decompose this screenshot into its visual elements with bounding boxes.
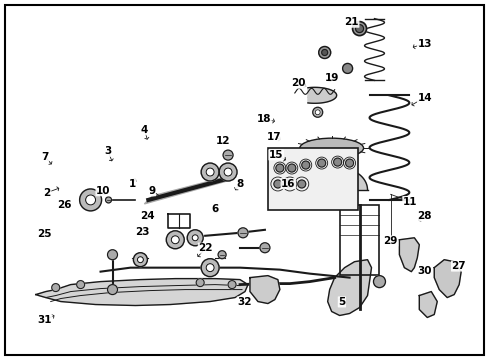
Circle shape bbox=[297, 180, 305, 188]
Text: 14: 14 bbox=[417, 93, 431, 103]
Text: 5: 5 bbox=[338, 297, 345, 307]
Text: 16: 16 bbox=[281, 179, 295, 189]
Circle shape bbox=[218, 251, 225, 259]
Circle shape bbox=[77, 280, 84, 289]
Circle shape bbox=[187, 230, 203, 246]
Text: 21: 21 bbox=[344, 17, 358, 27]
Polygon shape bbox=[307, 87, 336, 103]
Text: 13: 13 bbox=[417, 39, 431, 49]
Circle shape bbox=[275, 164, 283, 172]
Circle shape bbox=[196, 279, 203, 287]
Circle shape bbox=[285, 180, 293, 188]
Circle shape bbox=[342, 63, 352, 73]
Circle shape bbox=[312, 107, 322, 117]
Text: 20: 20 bbox=[290, 78, 305, 88]
Circle shape bbox=[317, 159, 325, 167]
Circle shape bbox=[166, 231, 184, 249]
Circle shape bbox=[224, 168, 232, 176]
Text: 6: 6 bbox=[211, 204, 219, 214]
Circle shape bbox=[318, 46, 330, 58]
Circle shape bbox=[201, 163, 219, 181]
Circle shape bbox=[107, 250, 117, 260]
Text: 30: 30 bbox=[417, 266, 431, 276]
Bar bbox=[339, 205, 379, 275]
Polygon shape bbox=[249, 276, 279, 303]
Text: 11: 11 bbox=[402, 197, 417, 207]
Circle shape bbox=[206, 168, 214, 176]
Text: 24: 24 bbox=[140, 211, 154, 221]
Circle shape bbox=[223, 150, 233, 160]
Circle shape bbox=[201, 259, 219, 276]
Text: 29: 29 bbox=[383, 236, 397, 246]
Text: 9: 9 bbox=[148, 186, 155, 196]
Polygon shape bbox=[419, 292, 436, 318]
Ellipse shape bbox=[299, 138, 363, 158]
Text: 7: 7 bbox=[41, 152, 48, 162]
Text: 15: 15 bbox=[268, 150, 283, 160]
Circle shape bbox=[352, 22, 366, 36]
Text: 10: 10 bbox=[96, 186, 110, 196]
Text: 1: 1 bbox=[128, 179, 136, 189]
Polygon shape bbox=[399, 238, 419, 272]
Circle shape bbox=[333, 158, 341, 166]
Circle shape bbox=[105, 197, 111, 203]
Circle shape bbox=[219, 163, 237, 181]
Text: 8: 8 bbox=[236, 179, 243, 189]
Circle shape bbox=[133, 253, 147, 267]
Text: 27: 27 bbox=[450, 261, 465, 271]
Circle shape bbox=[107, 285, 117, 294]
Text: 2: 2 bbox=[43, 188, 51, 198]
Text: 32: 32 bbox=[237, 297, 251, 307]
Text: 31: 31 bbox=[38, 315, 52, 325]
Circle shape bbox=[273, 180, 281, 188]
Polygon shape bbox=[433, 260, 460, 298]
Circle shape bbox=[301, 161, 309, 169]
Text: 28: 28 bbox=[417, 211, 431, 221]
Circle shape bbox=[227, 280, 236, 289]
Polygon shape bbox=[36, 279, 247, 306]
Circle shape bbox=[345, 159, 353, 167]
Circle shape bbox=[260, 243, 269, 253]
Polygon shape bbox=[144, 175, 233, 204]
Circle shape bbox=[315, 110, 320, 115]
Ellipse shape bbox=[329, 186, 349, 194]
Polygon shape bbox=[327, 260, 371, 315]
Circle shape bbox=[206, 264, 214, 272]
Text: 18: 18 bbox=[256, 114, 271, 124]
Circle shape bbox=[80, 189, 102, 211]
Text: 4: 4 bbox=[141, 125, 148, 135]
Circle shape bbox=[137, 257, 143, 263]
Circle shape bbox=[171, 236, 179, 244]
Text: 25: 25 bbox=[38, 229, 52, 239]
Polygon shape bbox=[311, 168, 367, 190]
Circle shape bbox=[238, 228, 247, 238]
Circle shape bbox=[355, 24, 363, 32]
Text: 26: 26 bbox=[57, 200, 71, 210]
Circle shape bbox=[192, 235, 198, 241]
Text: 22: 22 bbox=[198, 243, 212, 253]
Circle shape bbox=[373, 276, 385, 288]
Circle shape bbox=[321, 50, 327, 55]
Bar bbox=[267, 148, 357, 210]
Text: 19: 19 bbox=[325, 73, 339, 83]
Circle shape bbox=[85, 195, 95, 205]
Circle shape bbox=[52, 284, 60, 292]
Text: 23: 23 bbox=[135, 227, 149, 237]
Text: 3: 3 bbox=[104, 146, 111, 156]
Text: 17: 17 bbox=[266, 132, 281, 142]
Text: 12: 12 bbox=[215, 136, 229, 145]
Circle shape bbox=[287, 164, 295, 172]
